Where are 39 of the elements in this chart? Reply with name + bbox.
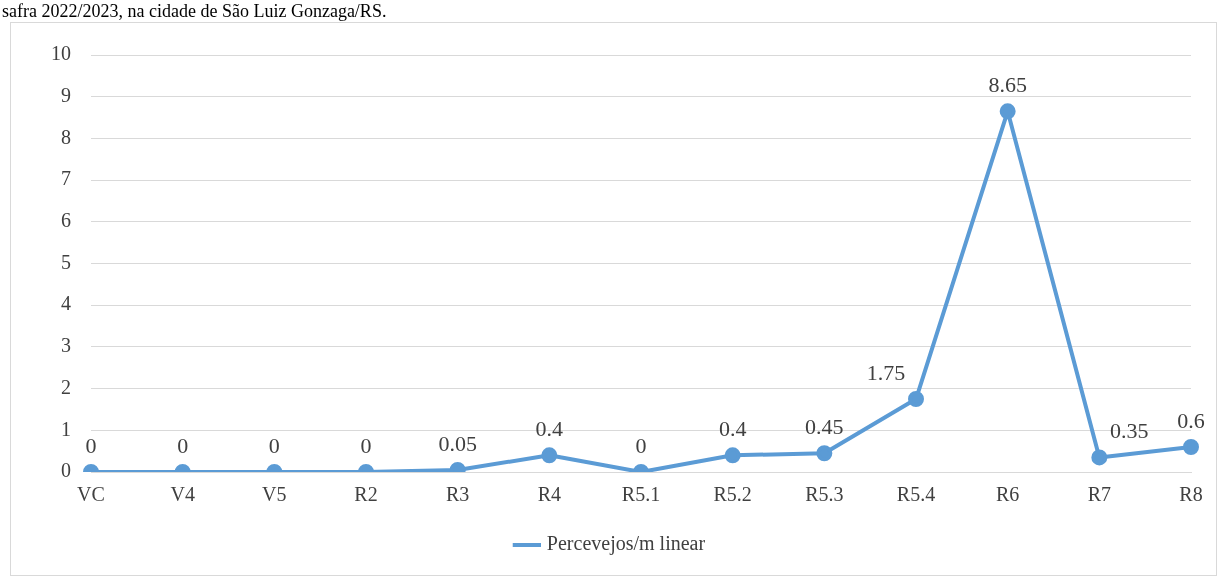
x-tick-label: R5.1 — [621, 483, 661, 506]
data-label: 0.35 — [1110, 418, 1149, 444]
data-label: 1.75 — [866, 359, 906, 385]
x-tick-label: VC — [77, 483, 105, 506]
x-tick-label: V5 — [262, 483, 287, 506]
x-tick-label: R5.4 — [896, 483, 936, 506]
x-tick-label: R6 — [995, 483, 1020, 506]
data-label: 0 — [635, 432, 647, 458]
y-tick-label: 9 — [61, 83, 71, 106]
data-label: 8.65 — [988, 72, 1027, 98]
y-tick-label: 5 — [61, 250, 71, 273]
x-tick-label: R3 — [445, 483, 470, 506]
y-tick-label: 10 — [51, 42, 71, 65]
data-label: 0 — [177, 432, 189, 458]
x-tick-label: R2 — [354, 483, 378, 506]
y-tick-label: 4 — [61, 292, 71, 315]
x-tick-label: R8 — [1179, 483, 1203, 506]
y-tick-label: 7 — [61, 167, 71, 190]
y-tick-label: 1 — [61, 417, 71, 440]
data-label: 0 — [268, 432, 280, 458]
x-tick-label: R5.3 — [805, 483, 844, 506]
y-tick-label: 6 — [61, 209, 71, 232]
y-tick-label: 2 — [61, 375, 71, 398]
data-label: 0 — [360, 432, 372, 458]
y-tick-label: 0 — [61, 459, 71, 482]
x-tick-label: R5.2 — [713, 483, 752, 506]
data-label: 0.05 — [438, 430, 477, 456]
y-tick-label: 3 — [61, 334, 71, 357]
text: safra 2022/2023, na cidade de São Luiz Gonzaga/RS. — [1, 0, 388, 22]
data-label: 0.6 — [1177, 407, 1205, 433]
x-tick-label: V4 — [170, 483, 195, 506]
legend-label: Percevejos/m linear — [546, 532, 706, 556]
data-label: 0 — [85, 432, 97, 458]
x-tick-label: R4 — [537, 483, 562, 506]
y-tick-label: 8 — [61, 125, 71, 148]
x-tick-label: R7 — [1087, 483, 1112, 506]
data-label: 0.4 — [535, 416, 564, 442]
data-label: 0.45 — [805, 414, 844, 440]
data-label: 0.4 — [718, 416, 747, 442]
